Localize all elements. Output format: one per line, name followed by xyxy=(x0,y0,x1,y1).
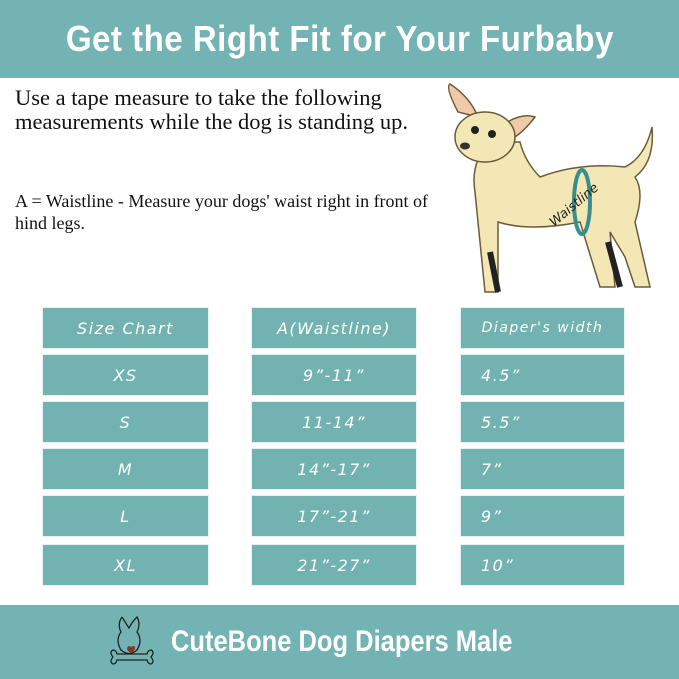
footer-banner: CuteBone Dog Diapers Male xyxy=(0,605,679,679)
table-cell: L xyxy=(42,495,209,537)
table-header-cell: Size Chart xyxy=(42,307,209,349)
table-cell: XL xyxy=(42,544,209,586)
table-cell: 4.5” xyxy=(460,354,625,396)
table-cell: 9”-11” xyxy=(251,354,417,396)
table-cell: 11-14” xyxy=(251,401,417,443)
table-header-cell: A(Waistline) xyxy=(251,307,417,349)
title-banner: Get the Right Fit for Your Furbaby xyxy=(0,0,679,78)
table-header-cell: Diaper's width xyxy=(460,307,625,349)
table-cell: 9” xyxy=(460,495,625,537)
chihuahua-illustration: Waistline xyxy=(447,83,654,293)
table-cell: 21”-27” xyxy=(251,544,417,586)
table-cell: 5.5” xyxy=(460,401,625,443)
table-cell: XS xyxy=(42,354,209,396)
waistline-note: A = Waistline - Measure your dogs' waist… xyxy=(15,191,429,233)
table-cell: S xyxy=(42,401,209,443)
intro-text: Use a tape measure to take the following… xyxy=(15,85,409,134)
brand-name: CuteBone Dog Diapers Male xyxy=(170,625,513,658)
table-cell: 7” xyxy=(460,448,625,490)
dog-bone-logo-icon xyxy=(109,615,154,665)
table-cell: M xyxy=(42,448,209,490)
page-title: Get the Right Fit for Your Furbaby xyxy=(65,18,614,59)
table-cell: 14”-17” xyxy=(251,448,417,490)
table-cell: 17”-21” xyxy=(251,495,417,537)
table-cell: 10” xyxy=(460,544,625,586)
